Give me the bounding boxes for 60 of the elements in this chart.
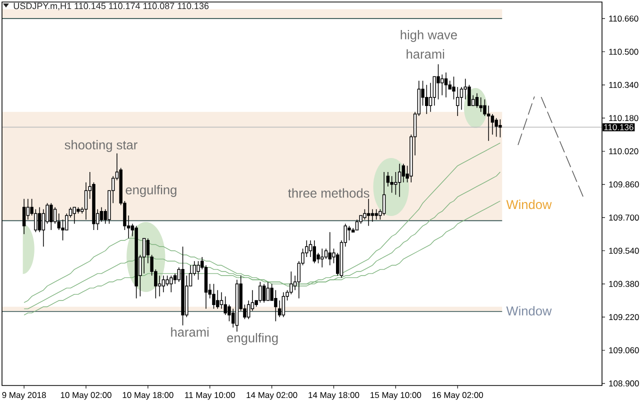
annotation: three methods (288, 188, 370, 198)
y-tick-label: 109.060 (609, 347, 639, 354)
ref-line-label: 110.136 (604, 124, 634, 130)
y-tick-label: 110.180 (609, 115, 638, 122)
candlestick (425, 84, 428, 114)
y-tick-label: 110.020 (609, 148, 638, 154)
candlestick (266, 281, 270, 301)
candlestick (258, 281, 262, 303)
candlestick (22, 198, 26, 235)
y-tick-label: 110.340 (609, 82, 638, 88)
candlestick (282, 292, 286, 318)
y-tick-label: 110.500 (609, 48, 638, 55)
y-tick-label: 109.700 (609, 214, 639, 221)
x-tick-label: 14 May 02:00 (246, 392, 298, 400)
candlestick (366, 198, 370, 226)
candlestick (50, 202, 53, 230)
candlestick (212, 284, 216, 310)
candlestick (444, 72, 448, 98)
x-tick-label: 16 May 02:00 (432, 392, 484, 400)
y-tick-label: 109.860 (609, 181, 639, 188)
x-tick-label: 10 May 18:00 (122, 392, 174, 400)
candlestick (320, 248, 324, 268)
candlestick (494, 118, 498, 138)
annotation: harami (171, 327, 209, 337)
x-tick-label: 14 May 18:00 (308, 392, 360, 400)
candlestick (479, 96, 482, 112)
candlestick (262, 284, 266, 303)
annotation: shooting star (64, 140, 138, 152)
y-tick-label: 109.540 (609, 248, 639, 254)
y-tick-label: 108.900 (609, 380, 639, 386)
x-tick-label: 11 May 10:00 (185, 392, 235, 400)
candlestick (312, 240, 316, 264)
candlestick (196, 260, 200, 280)
x-tick-label: 15 May 10:00 (370, 392, 422, 400)
candlestick (355, 219, 359, 230)
candlestick (382, 172, 386, 216)
x-tick-label: 10 May 02:00 (60, 392, 112, 400)
candlestick (398, 163, 402, 198)
candlestick (170, 275, 173, 293)
candlestick (475, 92, 479, 108)
candlestick (498, 118, 502, 138)
y-tick-label: 110.660 (609, 16, 638, 22)
y-tick-label: 109.380 (609, 280, 639, 287)
annotation: engulfing (227, 333, 278, 345)
annotation: high wave (400, 30, 457, 42)
chart-title: USDJPY.m,H1 110.145 110.174 110.087 110.136 (14, 2, 209, 10)
candlestick (72, 206, 76, 224)
candlestick (390, 176, 394, 194)
band-label: Window (506, 306, 552, 316)
candlestick (181, 246, 184, 326)
annotation: harami (406, 49, 444, 59)
candlestick (162, 275, 166, 293)
x-tick-label: 9 May 2018 (2, 392, 46, 400)
candlestick (328, 232, 332, 266)
band-label: Window (506, 200, 552, 210)
candlestick (374, 208, 378, 220)
candlestick (134, 226, 138, 299)
y-tick-label: 109.220 (609, 314, 639, 320)
candlestick (235, 279, 239, 332)
annotation: engulfing (126, 185, 176, 197)
